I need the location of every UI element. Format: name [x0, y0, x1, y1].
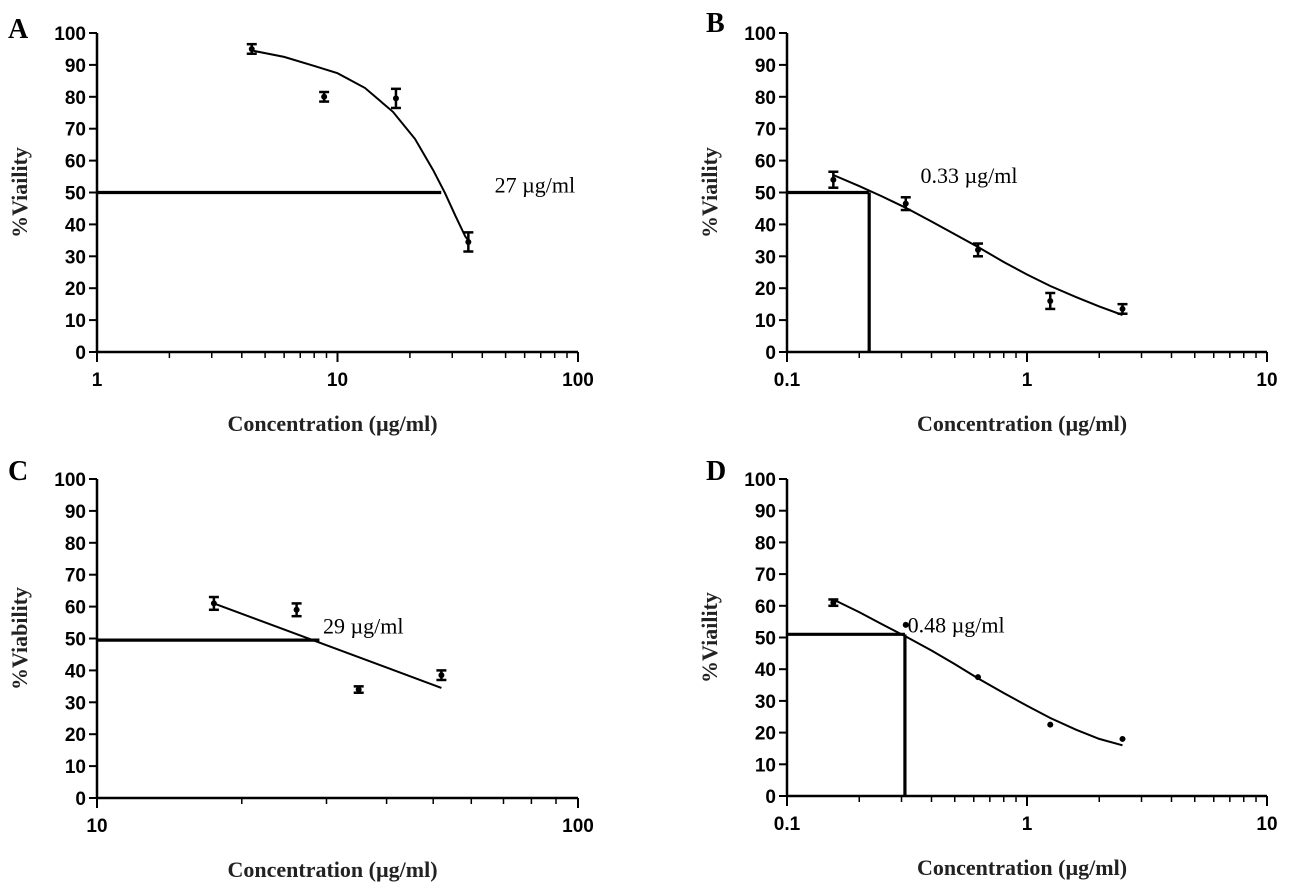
panel-letter: B [706, 8, 725, 39]
y-tick-label: 70 [755, 565, 776, 586]
y-tick-label: 20 [65, 279, 86, 300]
data-point [1119, 305, 1126, 312]
y-tick-label: 20 [755, 279, 776, 300]
y-tick-label: 30 [755, 692, 776, 713]
y-tick-label: 60 [755, 152, 776, 173]
y-tick-label: 10 [755, 755, 776, 776]
y-tick-label: 90 [755, 56, 776, 77]
data-point [902, 621, 909, 628]
x-axis-title: Concentration (µg/ml) [917, 411, 1127, 436]
ic50-annotation: 29 µg/ml [323, 614, 404, 639]
x-tick-label: 1 [92, 370, 103, 391]
x-tick-label: 10 [86, 816, 107, 837]
y-tick-label: 30 [755, 247, 776, 268]
data-point [1119, 735, 1126, 742]
data-point [465, 238, 472, 245]
x-tick-label: 1 [1022, 814, 1033, 835]
y-tick-label: 100 [54, 24, 86, 45]
y-tick-label: 50 [65, 630, 86, 651]
x-tick-label: 100 [562, 816, 594, 837]
data-point [975, 246, 982, 253]
panel-letter: A [8, 14, 29, 45]
y-tick-label: 0 [765, 787, 776, 808]
y-tick-label: 40 [65, 661, 86, 682]
x-tick-label: 10 [327, 370, 348, 391]
y-tick-label: 20 [755, 724, 776, 745]
y-tick-label: 0 [75, 789, 86, 810]
data-point [248, 45, 255, 52]
y-axis-title: %Viaility [697, 147, 722, 238]
x-tick-label: 1 [1022, 370, 1033, 391]
x-tick-label: 0.1 [774, 370, 801, 391]
y-tick-label: 40 [65, 215, 86, 236]
y-tick-label: 0 [75, 343, 86, 364]
y-tick-label: 70 [65, 120, 86, 141]
y-tick-label: 10 [755, 311, 776, 332]
data-point [210, 600, 217, 607]
y-tick-label: 40 [755, 660, 776, 681]
data-point [975, 674, 982, 681]
y-tick-label: 100 [744, 470, 776, 491]
y-tick-label: 100 [54, 470, 86, 491]
y-tick-label: 50 [755, 184, 776, 205]
fit-curve [213, 602, 442, 689]
y-tick-label: 60 [65, 152, 86, 173]
x-tick-label: 10 [1256, 370, 1277, 391]
panel-letter: D [706, 456, 726, 487]
y-tick-label: 10 [65, 311, 86, 332]
y-tick-label: 80 [755, 533, 776, 554]
y-tick-label: 60 [755, 597, 776, 618]
x-tick-label: 0.1 [774, 814, 801, 835]
y-tick-label: 30 [65, 693, 86, 714]
ic50-annotation: 0.33 µg/ml [921, 163, 1018, 188]
x-tick-label: 10 [1256, 814, 1277, 835]
y-tick-label: 20 [65, 725, 86, 746]
y-tick-label: 10 [65, 757, 86, 778]
y-tick-label: 70 [65, 566, 86, 587]
y-tick-label: 50 [65, 184, 86, 205]
x-axis-title: Concentration (µg/ml) [227, 411, 437, 436]
y-tick-label: 90 [755, 502, 776, 523]
y-tick-label: 90 [65, 502, 86, 523]
y-tick-label: 90 [65, 56, 86, 77]
data-point [293, 606, 300, 613]
y-tick-label: 40 [755, 215, 776, 236]
y-tick-label: 60 [65, 598, 86, 619]
ic50-annotation: 27 µg/ml [495, 173, 576, 198]
data-point [902, 200, 909, 207]
ic50-annotation: 0.48 µg/ml [908, 613, 1005, 638]
y-tick-label: 30 [65, 247, 86, 268]
data-point [830, 176, 837, 183]
panel-b: B 0 10 20 30 40 50 60 70 80 90 100 0.1 1 10 Concentrati… [697, 8, 1278, 436]
panel-d: D 0 10 20 30 40 50 60 70 80 90 100 0.1 1 10 Concentrati… [697, 456, 1278, 880]
y-tick-label: 80 [65, 534, 86, 555]
fit-curve [251, 49, 470, 242]
y-axis-title: %Viaility [697, 592, 722, 683]
x-axis-title: Concentration (µg/ml) [917, 855, 1127, 880]
x-tick-label: 100 [562, 370, 594, 391]
panel-letter: C [8, 456, 28, 487]
y-tick-label: 70 [755, 120, 776, 141]
data-point [321, 93, 328, 100]
y-tick-label: 0 [765, 343, 776, 364]
y-tick-label: 50 [755, 629, 776, 650]
data-point [438, 672, 445, 679]
y-tick-label: 80 [755, 88, 776, 109]
y-tick-label: 100 [744, 24, 776, 45]
y-axis-title: %Viability [7, 587, 32, 690]
x-axis-title: Concentration (µg/ml) [227, 857, 437, 882]
y-tick-label: 80 [65, 88, 86, 109]
data-point [355, 686, 362, 693]
data-point [1047, 297, 1054, 304]
data-point [1047, 721, 1054, 728]
data-point [392, 95, 399, 102]
data-point [830, 599, 837, 606]
y-axis-title: %Viaility [7, 147, 32, 238]
